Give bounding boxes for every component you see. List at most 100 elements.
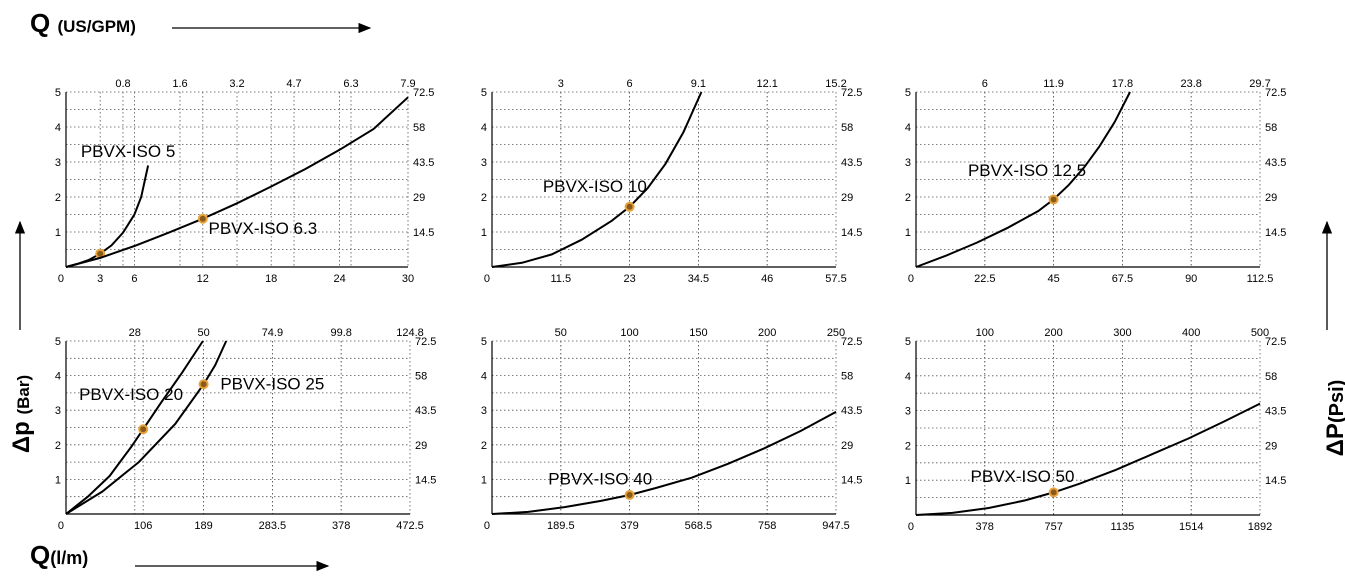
x-tick-label: 3	[97, 273, 103, 285]
x-tick-label: 0	[908, 521, 914, 533]
y-tick-label: 4	[481, 122, 487, 134]
top-tick-label: 50	[197, 327, 209, 339]
series-label: PBVX-ISO 10	[543, 177, 647, 196]
top-tick-label: 99.8	[330, 327, 351, 339]
series-line	[65, 340, 228, 515]
x-tick-label: 57.5	[825, 273, 846, 285]
x-tick-label: 947.5	[822, 520, 850, 532]
x-tick-label: 379	[620, 520, 638, 532]
x-tick-label: 18	[265, 273, 277, 285]
x-tick-label: 6	[131, 273, 137, 285]
top-tick-label: 23.8	[1180, 78, 1201, 90]
top-tick-label: 6	[627, 78, 633, 90]
right-tick-label: 14.5	[415, 474, 436, 486]
x-tick-label: 46	[761, 273, 773, 285]
right-tick-label: 58	[413, 122, 425, 134]
top-tick-label: 12.1	[756, 78, 777, 90]
x-tick-label: 0	[484, 520, 490, 532]
y-tick-label: 1	[481, 227, 487, 239]
chart-panel: 0 11.5 23 34.5 46 57.53 6 9.1 12.1 15.21234514.52…	[481, 78, 863, 285]
right-tick-label: 43.5	[841, 405, 862, 417]
series-label: PBVX-ISO 50	[971, 467, 1075, 486]
y-tick-label: 2	[55, 440, 61, 452]
right-tick-label: 43.5	[413, 157, 434, 169]
right-tick-label: 14.5	[841, 474, 862, 486]
right-tick-label: 58	[1265, 122, 1277, 134]
x-tick-label: 67.5	[1112, 273, 1133, 285]
right-tick-label: 72.5	[841, 336, 862, 348]
y-tick-label: 3	[905, 157, 911, 169]
top-tick-label: 4.7	[286, 78, 301, 90]
top-tick-label: 500	[1251, 327, 1269, 339]
x-tick-label: 23	[623, 273, 635, 285]
top-tick-label: 29.7	[1249, 78, 1270, 90]
top-tick-label: 17.8	[1112, 78, 1133, 90]
chart-panel: 0 3 6 12 18 24 300.8 1.6 3.2 4.7 6.3 7.91234514.529…	[55, 78, 435, 285]
chart-panel: 0 106 189 283.5 378 472.528 50 74.9 99.8 124.8123…	[55, 327, 437, 532]
series-label: PBVX-ISO 5	[81, 142, 175, 161]
y-tick-label: 5	[905, 336, 911, 348]
y-tick-label: 4	[55, 122, 61, 134]
operating-point-marker	[197, 213, 208, 224]
x-tick-label: 758	[758, 520, 776, 532]
y-tick-label: 2	[55, 192, 61, 204]
series-label: PBVX-ISO 6.3	[209, 219, 318, 238]
x-tick-label: 568.5	[685, 520, 713, 532]
y-tick-label: 5	[481, 336, 487, 348]
x-tick-label: 24	[333, 273, 345, 285]
y-tick-label: 4	[481, 371, 487, 383]
y-tick-label: 2	[905, 440, 911, 452]
operating-point-marker	[624, 201, 635, 212]
top-tick-label: 150	[689, 327, 707, 339]
chart-panel: 0 189.5 379 568.5 758 947.5 50 100 150 200 250 1 2 3 4…	[481, 327, 863, 532]
x-tick-label: 45	[1047, 273, 1059, 285]
y-tick-label: 3	[481, 157, 487, 169]
x-tick-label: 106	[134, 520, 152, 532]
y-tick-label: 4	[905, 122, 911, 134]
x-tick-label: 189.5	[547, 520, 575, 532]
series-label: PBVX-ISO 12.5	[968, 161, 1086, 180]
operating-point-marker	[198, 379, 209, 390]
q-top-label: Q (US/GPM)	[30, 8, 136, 39]
series-line	[915, 402, 1261, 516]
y-tick-label: 2	[481, 440, 487, 452]
top-tick-label: 300	[1113, 327, 1131, 339]
x-tick-label: 0	[908, 273, 914, 285]
right-tick-label: 58	[841, 122, 853, 134]
y-tick-label: 2	[481, 192, 487, 204]
y-tick-label: 4	[905, 371, 911, 383]
x-tick-label: 22.5	[974, 273, 995, 285]
right-tick-label: 72.5	[1265, 87, 1286, 99]
y-tick-label: 3	[55, 157, 61, 169]
series-line	[491, 91, 703, 268]
operating-point-marker	[1048, 487, 1059, 498]
x-tick-label: 0	[58, 520, 64, 532]
x-tick-label: 472.5	[396, 520, 424, 532]
x-tick-label: 30	[402, 273, 414, 285]
x-tick-label: 283.5	[259, 520, 287, 532]
right-tick-label: 29	[415, 440, 427, 452]
right-tick-label: 43.5	[841, 157, 862, 169]
q-bottom-main: Q	[30, 540, 51, 570]
top-tick-label: 11.9	[1043, 78, 1064, 90]
y-tick-label: 5	[55, 87, 61, 99]
top-tick-label: 6	[982, 78, 988, 90]
right-tick-label: 29	[841, 192, 853, 204]
series-line	[65, 96, 409, 268]
q-top-main: Q	[30, 8, 51, 38]
operating-point-marker	[1048, 194, 1059, 205]
y-tick-label: 1	[55, 474, 61, 486]
series-line	[65, 340, 204, 515]
top-tick-label: 200	[1044, 327, 1062, 339]
x-tick-label: 757	[1044, 521, 1062, 533]
x-tick-label: 12	[197, 273, 209, 285]
right-tick-label: 14.5	[413, 227, 434, 239]
y-tick-label: 3	[481, 405, 487, 417]
x-tick-label: 1135	[1111, 521, 1135, 533]
operating-point-marker	[138, 424, 149, 435]
operating-point-marker	[624, 489, 635, 500]
x-tick-label: 11.5	[551, 273, 572, 285]
top-tick-label: 100	[976, 327, 994, 339]
x-tick-label: 189	[194, 520, 212, 532]
y-tick-label: 4	[55, 371, 61, 383]
